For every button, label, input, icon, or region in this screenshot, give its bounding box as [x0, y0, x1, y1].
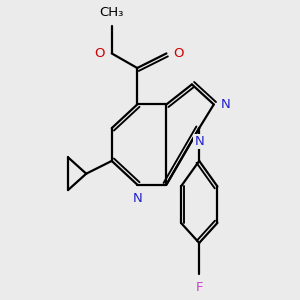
Text: N: N: [221, 98, 231, 111]
Text: CH₃: CH₃: [100, 6, 124, 19]
Text: F: F: [195, 281, 203, 294]
Text: N: N: [194, 135, 204, 148]
Text: O: O: [174, 47, 184, 60]
Text: N: N: [132, 192, 142, 205]
Text: O: O: [94, 47, 104, 60]
